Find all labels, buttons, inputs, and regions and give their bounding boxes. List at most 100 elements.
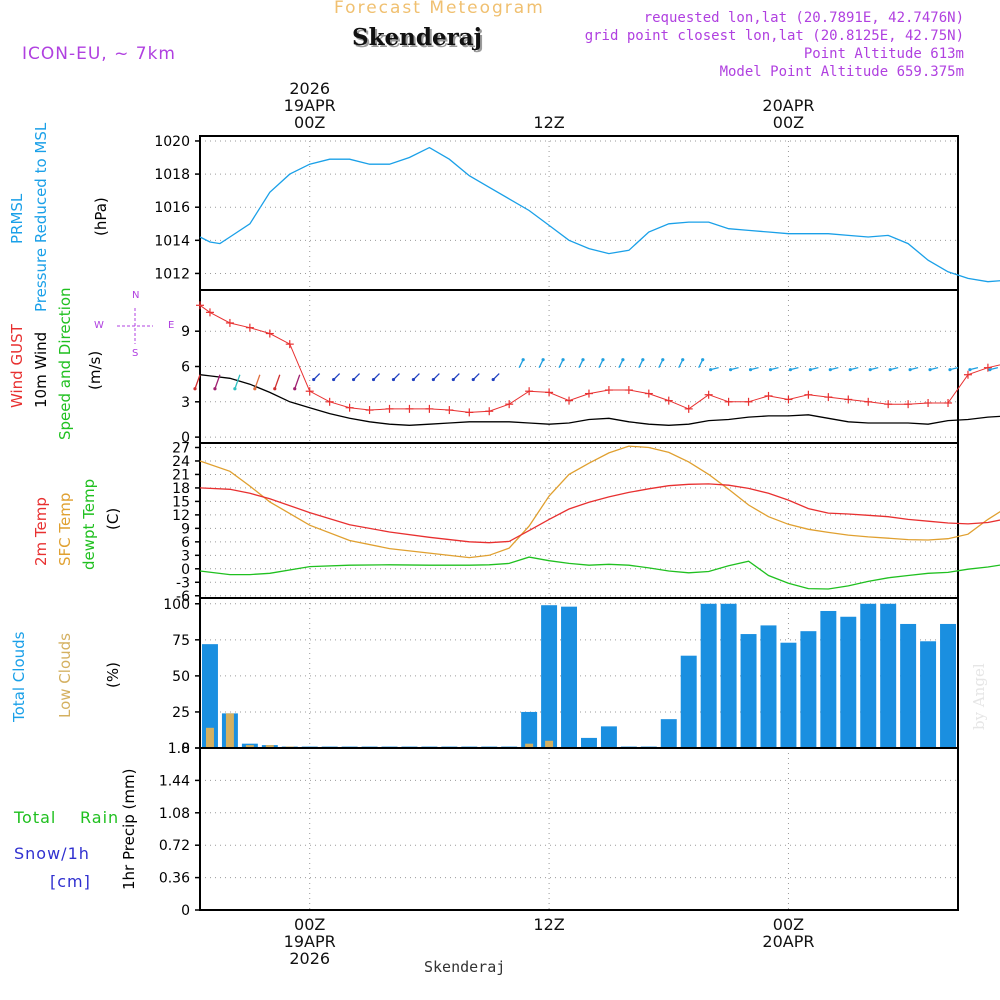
pressure-line <box>199 146 1000 283</box>
wind-arrow-head <box>768 368 773 372</box>
wind-arrow-head <box>471 377 475 382</box>
wind-arrow-head <box>581 358 585 362</box>
total-cloud-bar <box>920 641 937 748</box>
y-tick-label: 0 <box>181 430 190 446</box>
y-tick-label: -3 <box>176 575 190 591</box>
wind-arrow-head <box>312 377 316 382</box>
pressure-unit: (hPa) <box>92 197 110 236</box>
total-cloud-label: Total Clouds <box>10 631 28 722</box>
y-tick-label: 0.36 <box>159 871 190 887</box>
wind-direction-arrow <box>234 374 241 389</box>
wind-arrow-head <box>641 358 645 362</box>
rain-label: Rain <box>80 808 120 827</box>
low-cloud-bar <box>205 727 214 748</box>
temp-label: 2m Temp <box>32 497 50 566</box>
wind-arrow-head <box>748 368 753 372</box>
wind-arrow-head <box>868 368 872 372</box>
low-cloud-bar <box>525 743 534 748</box>
y-tick-label: 24 <box>172 454 190 470</box>
total-cloud-bar <box>561 606 578 748</box>
pressure-label-1: PRMSL <box>8 193 26 244</box>
wind-direction-arrow <box>254 374 261 389</box>
dewpt-line <box>199 556 1000 590</box>
y-tick-label: 1014 <box>154 233 190 249</box>
wind-unit: (m/s) <box>86 350 104 390</box>
y-tick-label: 50 <box>172 669 190 685</box>
total-cloud-bar <box>940 623 957 748</box>
wind-arrow-head <box>491 377 495 382</box>
wind-arrow-head <box>561 358 565 362</box>
wind-arrow-head <box>213 387 217 391</box>
snow-unit: [cm] <box>50 872 91 891</box>
y-tick-label: 6 <box>181 535 190 551</box>
wind-direction-arrow <box>274 374 281 389</box>
wind-arrow-head <box>701 358 705 362</box>
wind-direction-arrow <box>194 374 201 389</box>
y-tick-label: 1.44 <box>159 773 190 789</box>
total-cloud-bar <box>700 603 717 748</box>
snow-label: Snow/1h <box>14 844 90 863</box>
y-tick-label: 1016 <box>154 200 190 216</box>
wind-arrow-head <box>601 358 605 362</box>
panel-2-frame <box>199 442 959 599</box>
wind-arrow-head <box>391 377 396 382</box>
wind-arrow-head <box>808 368 812 372</box>
wind-arrow-head <box>233 387 237 391</box>
total-cloud-bar <box>880 603 897 748</box>
bottom-time-label: 12Z <box>533 915 564 934</box>
precip-unit: 1hr Precip (mm) <box>120 768 138 890</box>
y-tick-label: 1.8 <box>168 741 190 757</box>
top-time-label: 20APR <box>762 96 814 115</box>
wind-arrow-head <box>988 368 992 372</box>
temp-unit: (C) <box>104 507 122 530</box>
total-cloud-bar <box>580 737 597 748</box>
y-tick-label: 1020 <box>154 134 190 150</box>
wind-arrow-head <box>273 387 277 391</box>
bottom-time-label: 00Z <box>294 915 325 934</box>
low-cloud-label: Low Clouds <box>56 633 74 718</box>
total-cloud-bar <box>800 631 817 748</box>
y-tick-label: 0 <box>181 903 190 919</box>
y-tick-label: 1012 <box>154 266 190 282</box>
y-tick-label: 9 <box>181 324 190 340</box>
total-cloud-bar <box>660 719 677 748</box>
wind-arrow-head <box>788 368 793 372</box>
wind-arrow-head <box>521 358 525 362</box>
bottom-time-label: 2026 <box>289 949 330 968</box>
wind-arrow-head <box>451 377 455 382</box>
wind-arrow-head <box>411 377 416 382</box>
total-cloud-bar <box>740 634 757 748</box>
wind-arrow-head <box>888 368 892 372</box>
y-tick-label: 21 <box>172 467 190 483</box>
panel-4-grid: 0 0.36 0.72 1.08 1.44 1.8 <box>159 741 959 919</box>
cloud-unit: (%) <box>104 662 122 688</box>
wind-direction-arrow <box>294 374 301 389</box>
wind-arrow-head <box>728 368 733 372</box>
total-cloud-bar <box>860 603 877 748</box>
y-tick-label: 0.72 <box>159 838 190 854</box>
y-tick-label: 9 <box>181 521 190 537</box>
bottom-time-label: 20APR <box>762 932 814 951</box>
gust-label: Wind GUST <box>8 324 26 408</box>
total-cloud-bar <box>541 605 558 748</box>
y-tick-label: 3 <box>181 395 190 411</box>
wind-arrow-head <box>431 377 435 382</box>
compass-w: W <box>94 320 104 331</box>
model-altitude: Model Point Altitude 659.375m <box>719 64 964 80</box>
wind-arrow-head <box>332 377 336 382</box>
y-tick-label: 3 <box>181 548 190 564</box>
wind-arrow-head <box>928 368 932 372</box>
compass-s: S <box>132 348 139 359</box>
panel-0-grid: 1012 1014 1016 1018 1020 <box>154 134 959 291</box>
y-tick-label: 1.08 <box>159 806 190 822</box>
y-tick-label: 75 <box>172 633 190 649</box>
wind-arrow-head <box>661 358 665 362</box>
y-tick-label: 0 <box>181 741 190 757</box>
low-cloud-bar <box>545 740 554 748</box>
wind-arrow-head <box>681 358 685 362</box>
location-title: Skenderaj <box>352 24 482 51</box>
bottom-time-label: 19APR <box>284 932 336 951</box>
wind-arrow-head <box>253 387 257 391</box>
y-tick-label: 18 <box>172 481 190 497</box>
